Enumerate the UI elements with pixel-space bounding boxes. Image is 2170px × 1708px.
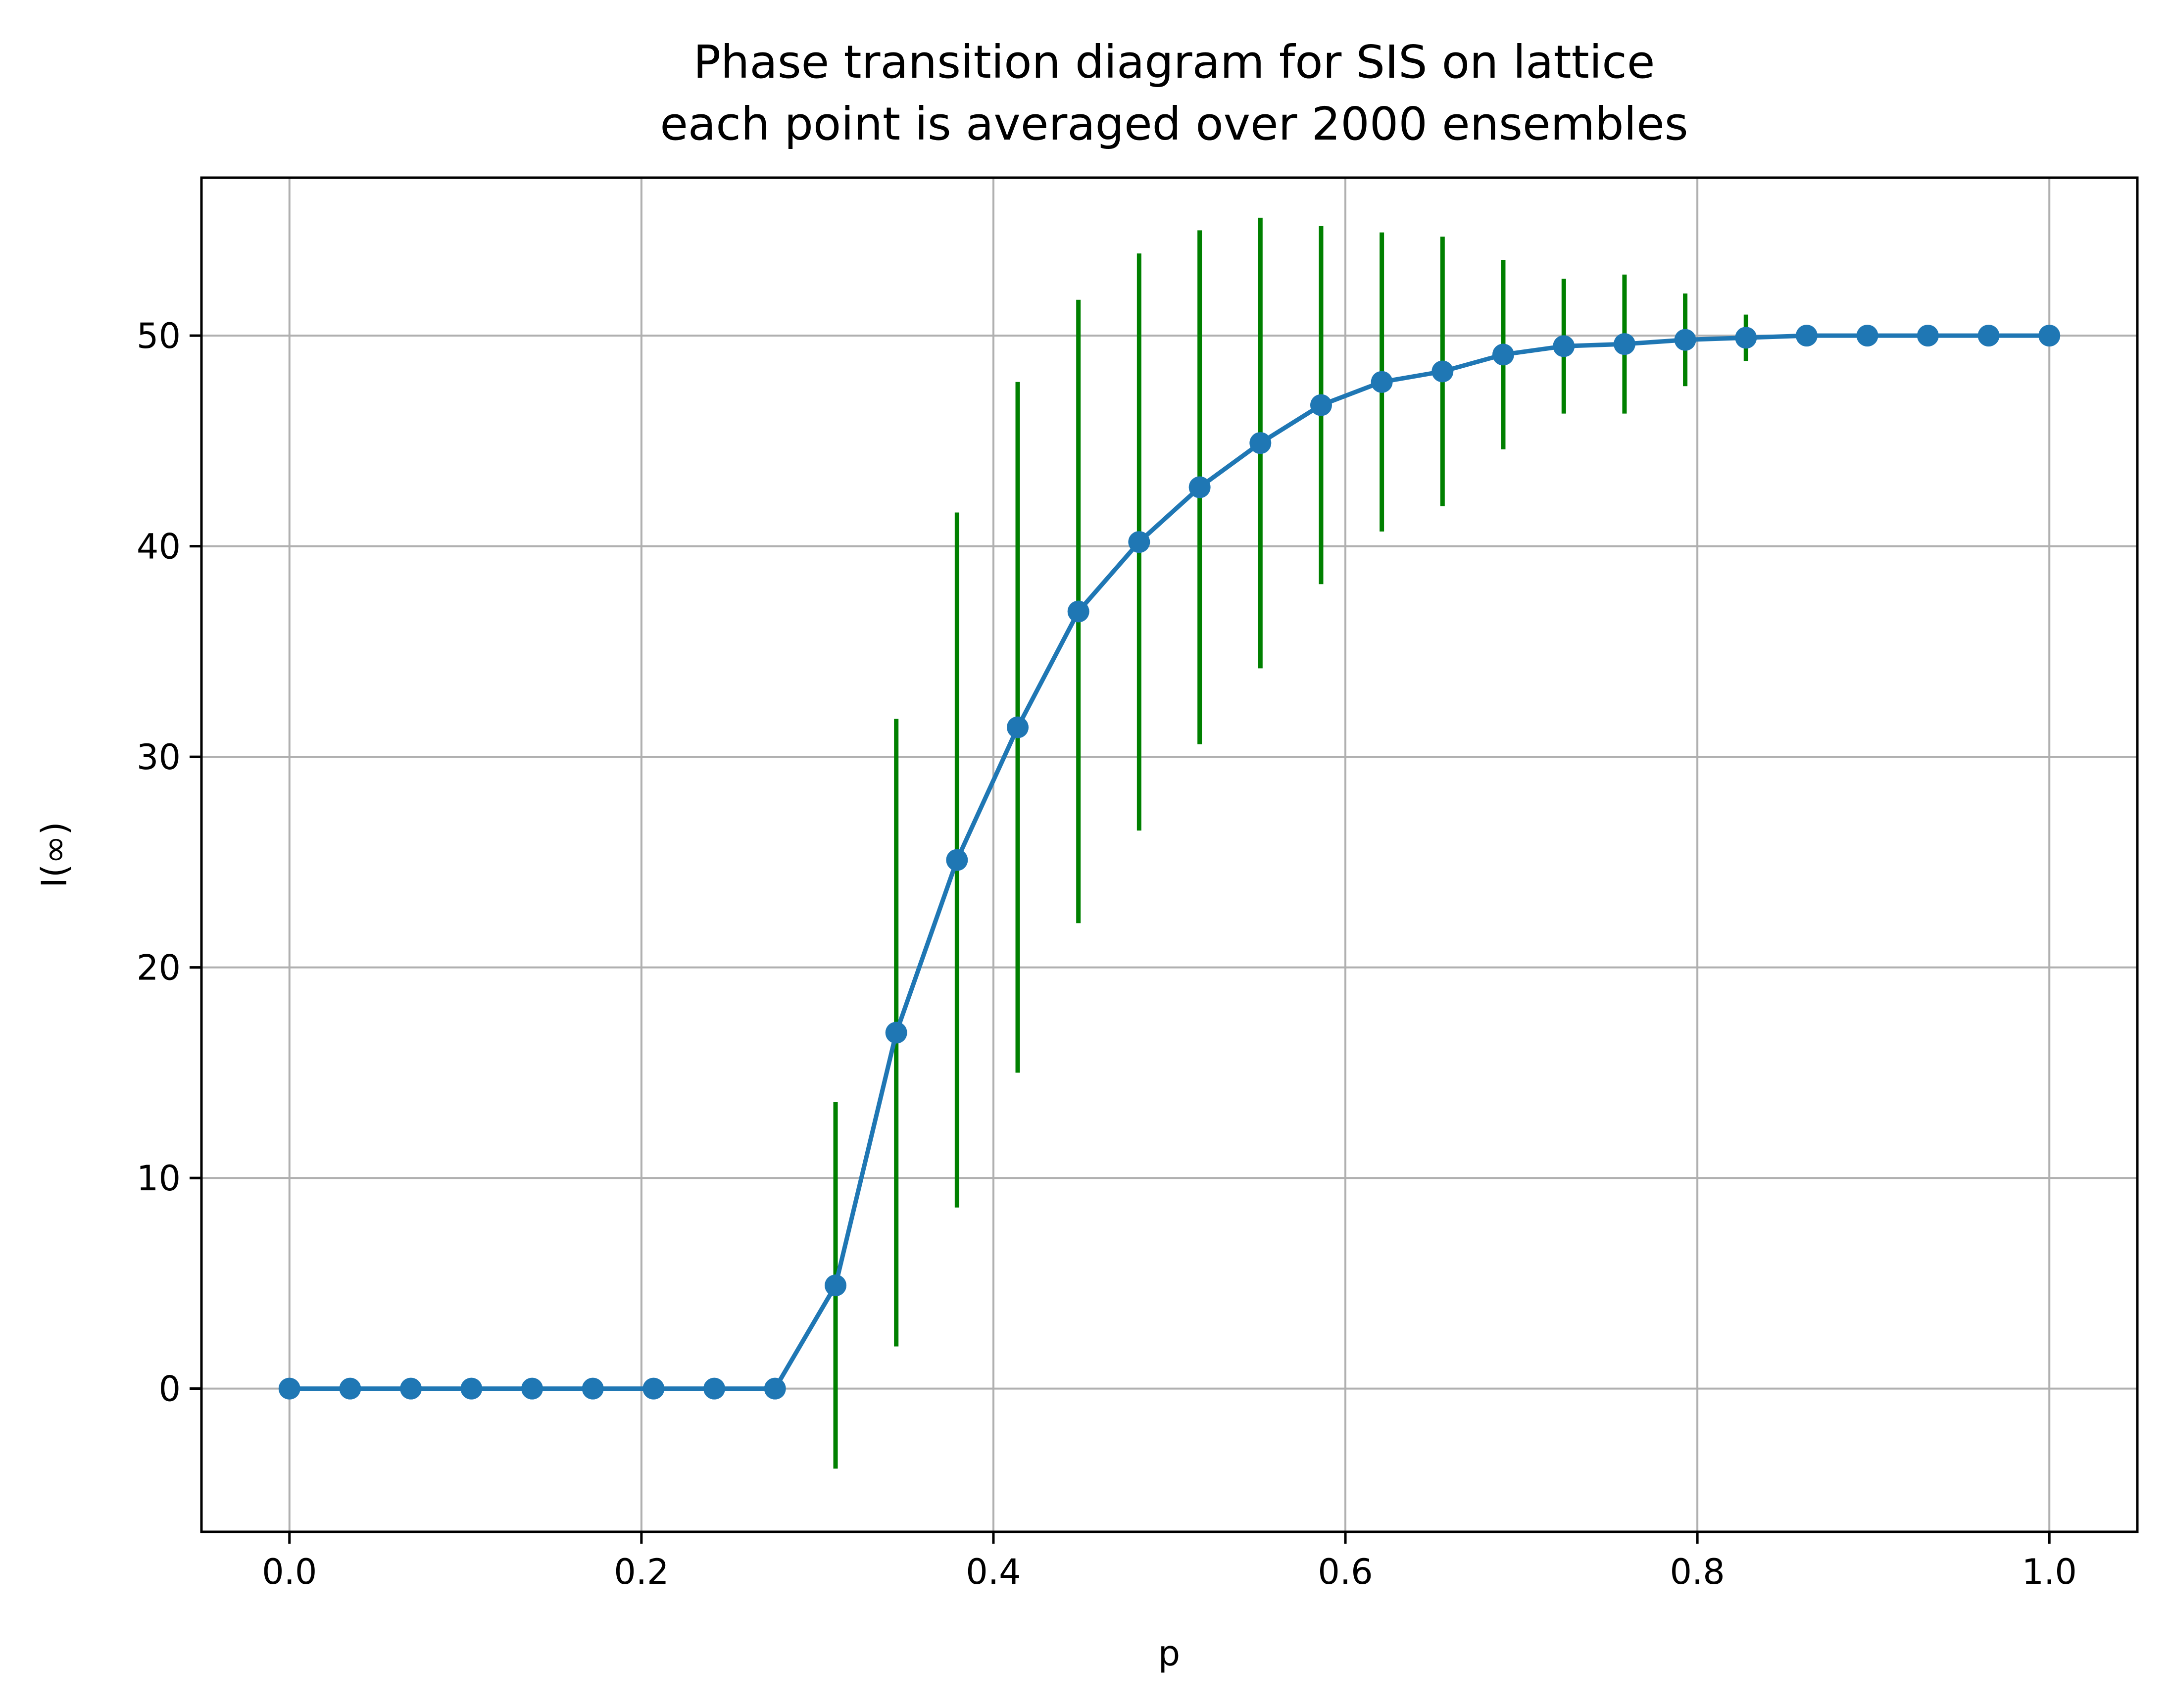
data-point bbox=[764, 1377, 786, 1400]
data-point bbox=[1371, 371, 1393, 393]
data-point bbox=[1856, 325, 1878, 347]
x-tick-label: 1.0 bbox=[2022, 1552, 2077, 1592]
y-axis-label: I(∞) bbox=[34, 822, 75, 888]
plot-frame bbox=[200, 176, 2139, 1533]
data-points bbox=[278, 325, 2061, 1400]
x-axis-label: p bbox=[1158, 1633, 1180, 1674]
data-point bbox=[1188, 476, 1211, 498]
y-tick-label: 50 bbox=[137, 316, 181, 356]
data-point bbox=[400, 1377, 422, 1400]
x-tick-label: 0.6 bbox=[1318, 1552, 1373, 1592]
y-tick-label: 10 bbox=[137, 1158, 181, 1199]
data-point bbox=[1007, 716, 1029, 738]
axis-ticks: 0.0 0.2 0.4 0.6 0.8 1.0 0 10 20 30 40 50 bbox=[137, 316, 2077, 1592]
data-point bbox=[1795, 325, 1818, 347]
chart-title-line-1: Phase transition diagram for SIS on latt… bbox=[693, 36, 1655, 89]
data-point bbox=[946, 849, 968, 871]
data-point bbox=[521, 1377, 543, 1400]
x-tick-label: 0.0 bbox=[262, 1552, 317, 1592]
x-tick-label: 0.8 bbox=[1670, 1552, 1725, 1592]
data-point bbox=[460, 1377, 483, 1400]
data-point bbox=[278, 1377, 300, 1400]
data-point bbox=[1977, 325, 2000, 347]
data-point bbox=[1674, 329, 1696, 351]
data-point bbox=[1067, 600, 1089, 623]
y-tick-label: 40 bbox=[137, 527, 181, 567]
data-point bbox=[1917, 325, 1939, 347]
data-point bbox=[2038, 325, 2061, 347]
data-point bbox=[339, 1377, 361, 1400]
data-point bbox=[642, 1377, 665, 1400]
y-tick-label: 20 bbox=[137, 948, 181, 988]
chart-title-line-2: each point is averaged over 2000 ensembl… bbox=[660, 98, 1688, 150]
data-point bbox=[703, 1377, 726, 1400]
data-point bbox=[1492, 343, 1514, 366]
data-point bbox=[1553, 335, 1575, 357]
data-point bbox=[1613, 333, 1635, 355]
data-point bbox=[582, 1377, 604, 1400]
data-point bbox=[1310, 394, 1332, 416]
data-point bbox=[1431, 360, 1454, 383]
y-tick-label: 0 bbox=[158, 1369, 181, 1410]
data-point bbox=[1249, 432, 1272, 454]
data-point bbox=[885, 1022, 907, 1044]
x-tick-label: 0.4 bbox=[966, 1552, 1021, 1592]
data-point bbox=[1128, 531, 1150, 553]
series-line bbox=[289, 333, 2050, 1391]
grid bbox=[201, 178, 2137, 1532]
data-point bbox=[1735, 327, 1757, 349]
error-bars bbox=[833, 217, 1748, 1469]
y-tick-label: 30 bbox=[137, 737, 181, 778]
data-point bbox=[825, 1274, 847, 1297]
x-tick-label: 0.2 bbox=[614, 1552, 669, 1592]
